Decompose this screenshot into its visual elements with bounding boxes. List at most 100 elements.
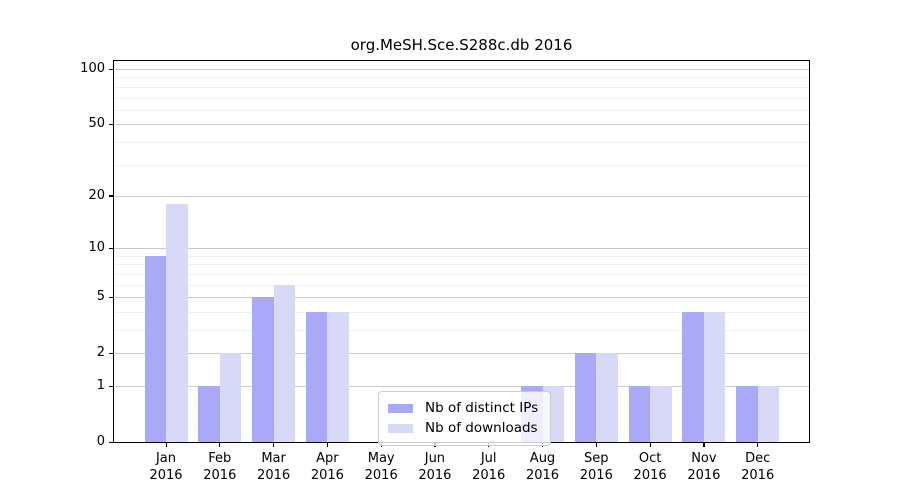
legend-item-downloads: Nb of downloads [388,418,538,438]
legend: Nb of distinct IPs Nb of downloads [378,391,552,446]
legend-swatch-distinct-ips [388,403,413,413]
bar-downloads-nov [703,311,726,442]
x-tick-label-apr: Apr 2016 [299,450,355,484]
gridline-minor-60 [114,109,809,111]
x-tick-month-oct: Oct [638,451,662,466]
x-tick-mar [273,443,275,447]
x-tick-year-sep: 2016 [579,468,613,483]
plot-area: Nb of distinct IPs Nb of downloads [113,60,810,446]
gridline-50 [114,124,809,126]
y-tick-label-2: 2 [96,345,105,361]
gridline-minor-6 [114,284,809,286]
y-tick-50 [109,123,113,125]
x-tick-apr [326,443,329,447]
y-tick-100 [109,68,113,70]
gridline-20 [114,195,809,197]
gridline-10 [114,248,809,250]
x-tick-year-may: 2016 [364,468,398,483]
x-tick-sep [595,443,597,447]
gridline-minor-70 [114,97,809,99]
gridline-minor-3 [114,330,809,331]
gridline-minor-9 [114,255,809,257]
x-tick-year-jan: 2016 [149,468,183,483]
x-tick-nov [703,443,705,447]
y-tick-label-20: 20 [88,187,105,203]
x-tick-label-jun: Jun 2016 [407,450,463,484]
gridline-minor-80 [114,86,809,88]
bar-downloads-feb [219,353,242,442]
y-tick-2 [109,352,113,354]
gridline-100 [114,69,809,70]
bar-downloads-apr [327,311,349,442]
bar-ips-apr [305,311,328,442]
y-tick-20 [109,195,113,197]
x-tick-month-dec: Dec [745,451,771,466]
x-tick-month-feb: Feb [208,451,232,466]
x-tick-month-jan: Jan [155,451,177,466]
x-tick-label-feb: Feb 2016 [192,450,248,484]
x-tick-dec [757,443,759,447]
x-tick-label-aug: Aug 2016 [515,450,571,484]
gridline-minor-90 [114,77,809,79]
x-tick-year-jun: 2016 [418,468,452,483]
y-tick-label-50: 50 [88,116,105,132]
x-tick-month-sep: Sep [584,451,609,466]
bar-ips-feb [198,386,220,442]
x-tick-month-jun: Jun [424,451,446,466]
legend-label-distinct-ips: Nb of distinct IPs [425,400,539,416]
y-tick-10 [109,247,113,249]
chart-title: org.MeSH.Sce.S288c.db 2016 [350,36,573,54]
x-tick-month-jul: Jul [480,451,497,466]
bar-ips-mar [252,297,274,442]
gridline-minor-30 [114,164,809,166]
x-tick-year-apr: 2016 [310,468,344,483]
gridline-minor-8 [114,264,809,266]
x-tick-label-jul: Jul 2016 [461,450,517,484]
gridline-5 [114,297,809,299]
y-tick-1 [109,385,113,387]
bar-ips-oct [628,386,651,442]
legend-label-downloads: Nb of downloads [425,420,538,436]
x-tick-month-nov: Nov [691,451,717,466]
x-tick-label-sep: Sep 2016 [568,450,624,484]
gridline-2 [114,353,809,355]
x-tick-year-feb: 2016 [203,468,237,483]
x-tick-label-nov: Nov 2016 [676,450,732,484]
y-tick-label-0: 0 [96,434,105,449]
bar-downloads-jan [166,204,188,442]
bar-downloads-dec [757,386,780,442]
bar-ips-nov [682,311,704,442]
x-tick-year-nov: 2016 [687,468,721,483]
bar-ips-sep [574,353,597,442]
legend-item-distinct-ips: Nb of distinct IPs [388,398,538,418]
gridline-1 [114,386,809,387]
x-tick-label-oct: Oct 2016 [622,450,678,484]
x-tick-month-may: May [367,451,395,466]
y-tick-label-10: 10 [88,240,105,256]
legend-swatch-downloads [388,423,413,433]
gridline-minor-40 [114,141,809,143]
bar-ips-jan [144,255,166,442]
y-tick-label-1: 1 [96,378,105,393]
y-tick-0 [109,441,113,443]
x-tick-oct [649,443,651,447]
x-tick-year-mar: 2016 [257,468,291,483]
bar-downloads-mar [273,284,296,442]
x-tick-year-jul: 2016 [472,468,506,483]
x-tick-month-mar: Mar [261,451,286,466]
gridline-minor-7 [114,273,809,275]
x-tick-jan [165,443,167,447]
y-tick-label-100: 100 [80,61,105,76]
x-tick-year-oct: 2016 [633,468,667,483]
gridline-minor-4 [114,311,809,313]
plot-canvas [114,61,809,442]
bar-downloads-sep [596,353,618,442]
y-tick-label-5: 5 [96,289,105,305]
x-tick-year-aug: 2016 [525,468,560,483]
x-tick-label-may: May 2016 [353,450,409,484]
x-tick-label-mar: Mar 2016 [246,450,302,484]
bar-ips-dec [736,386,758,442]
bar-downloads-oct [650,386,672,442]
x-tick-label-jan: Jan 2016 [138,450,194,484]
